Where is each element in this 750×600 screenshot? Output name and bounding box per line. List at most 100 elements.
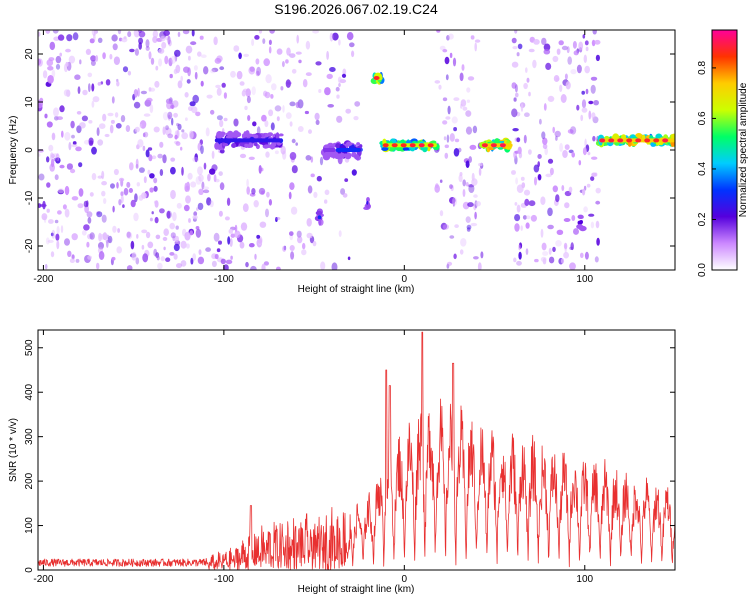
spectrogram-cell [229,238,233,247]
spectrogram-cell [262,38,266,44]
spectrogram-cell [340,188,346,195]
spectrogram-cell [49,41,56,51]
spectrogram-cell [47,75,54,84]
spectrogram-cell [54,174,59,181]
spectrogram-cell [248,156,255,160]
spectrogram-cell [49,152,54,161]
spectrogram-cell [71,254,75,260]
spectrogram-peak-cell [617,138,624,143]
spectrogram-cell [445,116,451,120]
spectrogram-cell [514,223,520,232]
spectrogram-cell [46,156,50,163]
spectrogram-cell [81,230,87,236]
spectrogram-cell [216,131,223,139]
spectrogram-cell [251,86,256,96]
spectrogram-cell [327,104,335,108]
spectrogram-cell [173,112,179,118]
spectrogram-cell [38,173,45,181]
spectrogram-cell [468,184,475,194]
spectrogram-cell [157,262,163,270]
spectrogram-cell [256,234,261,239]
spectrogram-cell [141,244,145,250]
spectrogram-cell [44,263,48,270]
spectrogram-y-tick-label: 10 [24,96,35,108]
spectrogram-cell [249,66,255,72]
spectrogram-cell [462,189,466,197]
spectrogram-cell [82,89,88,96]
spectrogram-cell [38,31,41,37]
spectrogram-cell [153,126,160,133]
spectrogram-cell [266,191,270,198]
spectrogram-cell [145,39,150,48]
spectrogram-cell [470,222,478,227]
spectrogram-cell [154,216,159,224]
spectrogram-cell [241,90,246,97]
spectrogram-cell [444,56,450,65]
spectrogram-peak-cell [644,138,651,143]
spectrogram-cell [453,148,460,157]
spectrogram-cell [147,147,153,151]
spectrogram-cell [521,182,526,189]
spectrogram-cell [218,171,223,177]
spectrogram-cell [354,101,361,107]
spectrogram-cell [245,130,250,138]
spectrogram-cell [216,115,223,121]
spectrogram-cell [434,184,441,193]
spectrogram-cell [149,217,153,222]
spectrogram-cell [342,193,348,198]
spectrogram-cell [40,203,47,208]
spectrogram-cell [48,219,54,224]
spectrogram-cell [256,126,261,135]
spectrogram-cell [591,172,597,177]
spectrogram-cell [141,192,147,199]
spectrogram-cell [60,225,64,234]
spectrogram-peak-cell [382,143,389,148]
spectrogram-cell [563,218,571,222]
spectrogram-cell [291,165,298,174]
spectrogram-cell [148,87,152,92]
spectrogram-cell [581,99,587,109]
spectrogram-cell [193,65,198,71]
spectrogram-cell [71,143,78,148]
spectrogram-cell [145,46,150,51]
spectrogram-cell [209,200,214,208]
spectrogram-cell [48,144,54,152]
spectrogram-cell [307,185,313,194]
spectrogram-cell [219,66,225,71]
spectrogram-cell [198,249,202,256]
spectrogram-cell [561,185,565,191]
spectrogram-cell [580,114,584,122]
spectrogram-cell [221,82,226,88]
spectrogram-cell [239,153,247,159]
spectrogram-cell [88,83,91,93]
spectrogram-cell [537,174,542,181]
spectrogram-cell [77,203,84,209]
spectrogram-cell [318,219,322,226]
spectrogram-cell [474,39,481,43]
spectrogram-cell [326,50,329,60]
spectrogram-cell [275,217,278,222]
colorbar-label: Normalized spectral amplitude [738,82,749,217]
spectrogram-cell [189,230,193,236]
spectrogram-cell [572,41,577,49]
spectrogram-cell [234,230,241,239]
spectrogram-cell [581,107,588,113]
spectrogram-cell [117,228,120,233]
spectrogram-cell [402,147,410,151]
spectrogram-cell [79,122,86,129]
spectrogram-cell [329,32,334,42]
spectrogram-cell [296,230,302,238]
spectrogram-cell [169,222,175,230]
spectrogram-peak-cell [653,138,660,143]
spectrogram-cell [520,176,525,181]
spectrogram-cell [159,169,164,176]
spectrogram-cell [71,134,75,139]
snr-y-tick-label: 0 [24,567,35,573]
spectrogram-cell [446,134,450,143]
spectrogram-cell [158,48,165,54]
spectrogram-cell [222,143,229,147]
spectrogram-cell [540,256,547,262]
spectrogram-cell [459,249,464,255]
spectrogram-cell [101,170,105,180]
spectrogram-cell [98,123,106,129]
